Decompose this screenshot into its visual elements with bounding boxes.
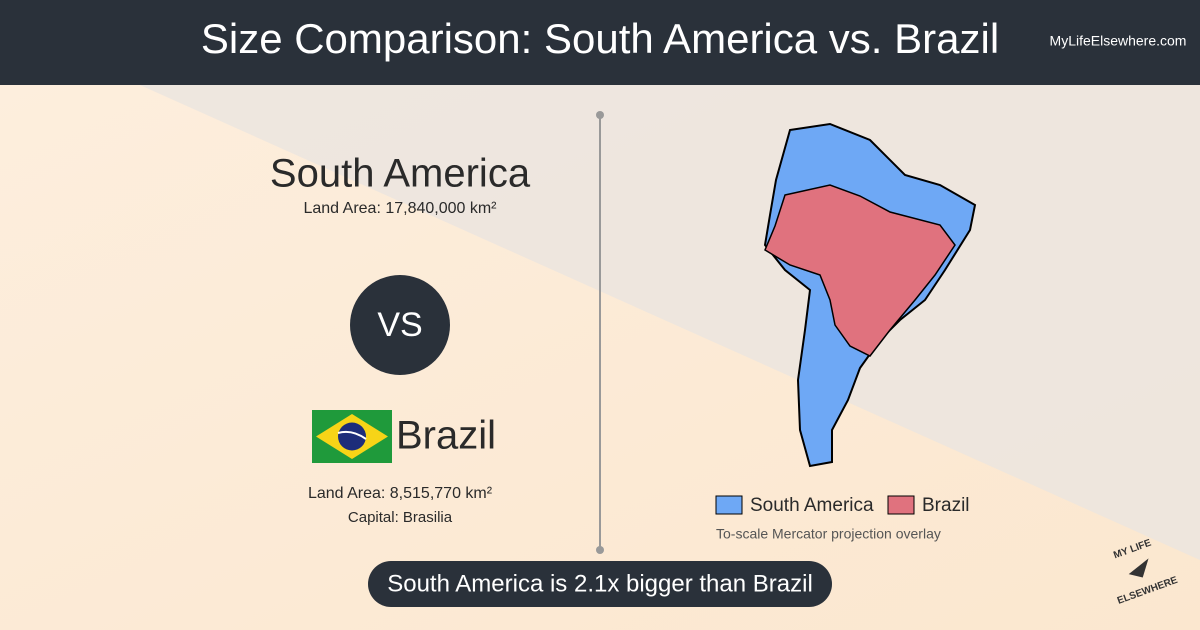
title: Size Comparison: South America vs. Brazi… bbox=[201, 15, 999, 62]
country-name: Brazil bbox=[396, 414, 496, 458]
legend-swatch bbox=[715, 495, 743, 515]
divider-end bbox=[596, 111, 604, 119]
region-area: Land Area: 17,840,000 km² bbox=[303, 200, 497, 217]
region-name: South America bbox=[270, 152, 531, 196]
flag bbox=[312, 410, 392, 463]
country-area: Land Area: 8,515,770 km² bbox=[308, 485, 493, 502]
banner bbox=[368, 561, 832, 607]
header-bar bbox=[0, 0, 1200, 85]
vs-text: VS bbox=[377, 306, 422, 344]
banner-text: South America is 2.1x bigger than Brazil bbox=[387, 570, 813, 597]
site-name: MyLifeElsewhere.com bbox=[1050, 33, 1187, 49]
map-note: To-scale Mercator projection overlay bbox=[716, 526, 941, 542]
vs-badge bbox=[350, 275, 450, 375]
legend-swatch bbox=[887, 495, 915, 515]
brazil-shape bbox=[764, 184, 956, 357]
country-capital: Capital: Brasilia bbox=[348, 509, 453, 526]
divider-end bbox=[596, 546, 604, 554]
legend-label: South America bbox=[750, 495, 874, 516]
legend-label: Brazil bbox=[922, 495, 970, 516]
